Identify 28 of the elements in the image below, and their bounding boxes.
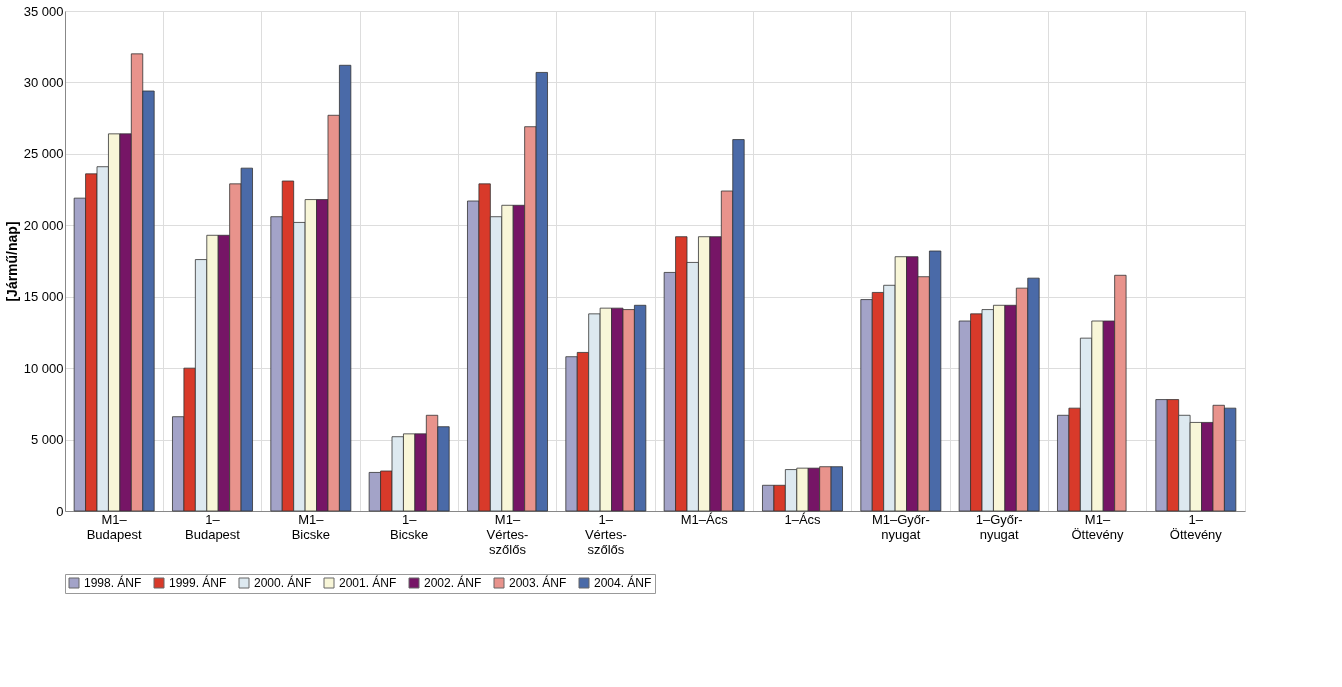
x-tick-label: 1– Öttevény — [1169, 511, 1223, 542]
legend-label: 2000. ÁNF — [254, 575, 312, 590]
x-tick-label: 1– Budapest — [185, 511, 241, 542]
x-tick-label: 1– Bicske — [390, 511, 429, 542]
y-tick-label: 30 000 — [23, 74, 64, 90]
x-tick-label: M1–Győr- nyugat — [871, 511, 930, 542]
y-tick-label: 5 000 — [30, 432, 64, 448]
legend-label: 2001. ÁNF — [339, 575, 397, 590]
legend-label: 2003. ÁNF — [509, 575, 567, 590]
x-tick-label: M1–Ács — [680, 511, 729, 527]
y-tick-label: 25 000 — [23, 146, 64, 162]
legend-label: 2004. ÁNF — [594, 575, 652, 590]
x-tick-label: M1– Vértes- szőlős — [486, 511, 529, 557]
y-tick-label: 15 000 — [23, 289, 64, 305]
y-tick-label: 20 000 — [23, 217, 64, 233]
x-tick-label: M1– Bicske — [291, 511, 330, 542]
legend-label: 2002. ÁNF — [424, 575, 482, 590]
y-tick-label: 0 — [56, 503, 64, 519]
x-tick-label: M1– Öttevény — [1071, 511, 1125, 542]
x-tick-label: 1– Vértes- szőlős — [584, 511, 627, 557]
y-tick-label: 35 000 — [23, 3, 64, 19]
x-tick-label: 1–Győr- nyugat — [975, 511, 1023, 542]
x-tick-label: 1–Ács — [784, 511, 822, 527]
y-tick-label: 10 000 — [23, 360, 64, 376]
legend-label: 1999. ÁNF — [169, 575, 227, 590]
x-tick-label: M1– Budapest — [86, 511, 143, 542]
legend-label: 1998. ÁNF — [84, 575, 142, 590]
y-axis-title: [Jármű/nap] — [3, 221, 20, 302]
